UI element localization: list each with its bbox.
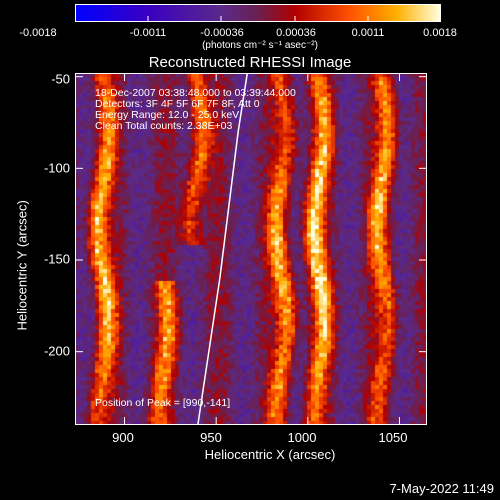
colorbar-tick-label: 0.0011 — [351, 27, 385, 39]
plot-frame — [75, 73, 427, 425]
colorbar-tick-label: -0.0011 — [129, 27, 167, 39]
info-line-energy: Energy Range: 12.0 - 25.0 keV — [95, 109, 240, 121]
colorbar-unit: (photons cm⁻² s⁻¹ asec⁻²) — [202, 40, 318, 51]
plot-area — [75, 73, 427, 425]
chart-title: Reconstructed RHESSI Image — [148, 54, 352, 71]
x-axis-label: Heliocentric X (arcsec) — [204, 447, 336, 462]
x-tick-label: 1050 — [378, 430, 408, 445]
info-line-detectors: Detectors: 3F 4F 5F 6F 7F 8F, Att 0 — [95, 98, 260, 110]
heatmap-canvas — [75, 73, 427, 425]
colorbar-tick-label: -0.00036 — [200, 27, 244, 39]
solar-limb-line — [197, 73, 249, 425]
info-line-date: 18-Dec-2007 03:38:48.000 to 03:39:44.000 — [95, 87, 296, 99]
peak-position-label: Position of Peak = [990,-141] — [95, 397, 231, 409]
y-tick-label: -200 — [43, 343, 70, 359]
info-line-counts: Clean Total counts: 2.38E+03 — [95, 120, 233, 132]
colorbar-tick-label: 0.00036 — [276, 27, 316, 39]
y-tick-label: -50 — [51, 71, 70, 87]
x-tick-label: 1000 — [287, 430, 317, 445]
x-tick-label: 900 — [112, 430, 134, 445]
x-tick-label: 950 — [200, 430, 222, 445]
footer-date: 7-May-2022 11:49 — [389, 481, 494, 496]
y-axis-label: Heliocentric Y (arcsec) — [14, 200, 30, 331]
colorbar — [75, 4, 441, 22]
y-tick-label: -100 — [43, 160, 70, 176]
y-tick-label: -150 — [43, 251, 70, 267]
colorbar-tick-label: 0.0018 — [423, 27, 457, 39]
plot-overlay — [75, 73, 427, 425]
colorbar-ticks — [75, 16, 441, 22]
colorbar-tick-label: -0.0018 — [19, 27, 57, 39]
